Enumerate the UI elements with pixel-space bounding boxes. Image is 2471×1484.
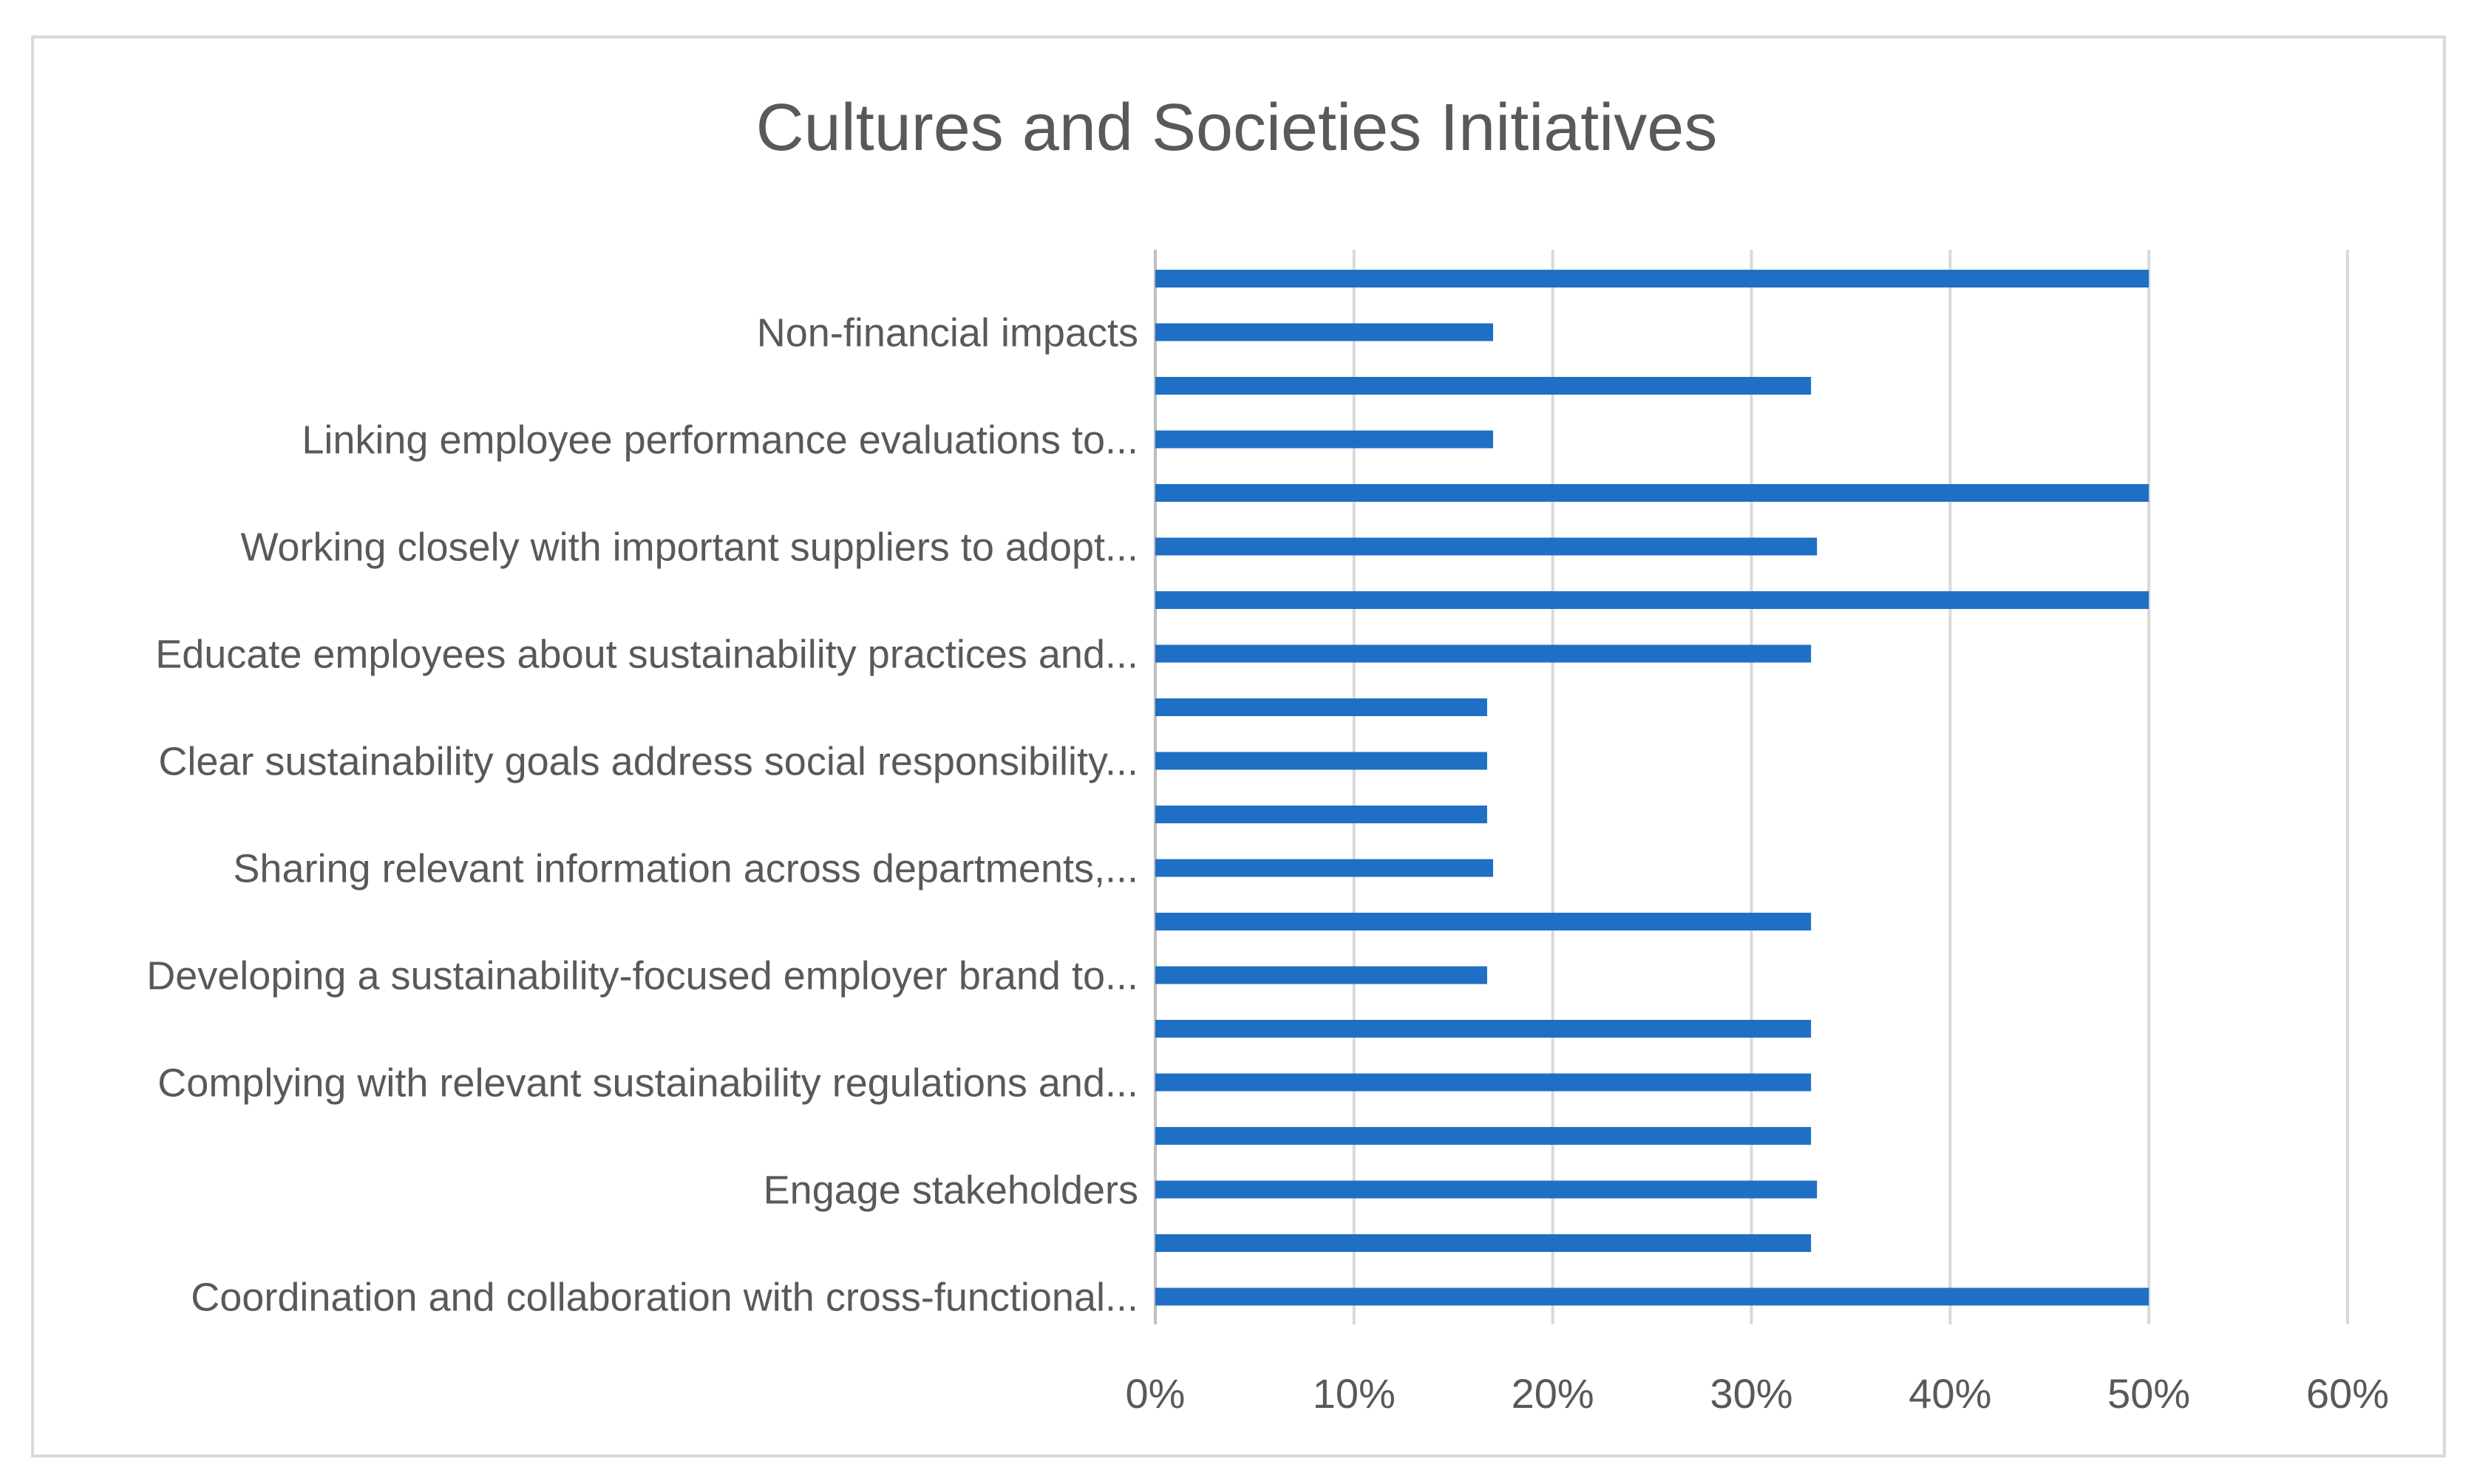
x-tick-labels: 0% 10% 20% 30% 40% 50% 60% bbox=[1126, 1370, 2390, 1417]
bar bbox=[1155, 377, 1812, 395]
bar bbox=[1155, 591, 2149, 609]
bar bbox=[1155, 1180, 1818, 1199]
bar bbox=[1155, 806, 1487, 823]
bar bbox=[1155, 913, 1812, 930]
x-tick-label: 0% bbox=[1126, 1370, 1186, 1417]
bar bbox=[1155, 698, 1487, 716]
category-label: Linking employee performance evaluations… bbox=[302, 418, 1138, 463]
chart-title: Cultures and Societies Initiatives bbox=[756, 91, 1718, 165]
bar bbox=[1155, 270, 2149, 287]
bar bbox=[1155, 537, 1818, 556]
bar bbox=[1155, 644, 1812, 663]
bar bbox=[1155, 859, 1494, 877]
bar bbox=[1155, 430, 1494, 449]
x-tick-label: 60% bbox=[2306, 1370, 2389, 1417]
category-label: Complying with relevant sustainability r… bbox=[157, 1061, 1138, 1106]
x-tick-label: 20% bbox=[1512, 1370, 1594, 1417]
gridlines bbox=[1154, 250, 2349, 1324]
bar bbox=[1155, 1127, 1812, 1145]
bar bbox=[1155, 1234, 1812, 1252]
category-labels: Non-financial impacts Linking employee pe… bbox=[146, 311, 1138, 1320]
x-tick-label: 50% bbox=[2107, 1370, 2190, 1417]
bar bbox=[1155, 1287, 2149, 1306]
x-tick-label: 40% bbox=[1909, 1370, 1991, 1417]
x-tick-label: 30% bbox=[1710, 1370, 1792, 1417]
category-label: Working closely with important suppliers… bbox=[240, 525, 1138, 570]
bars bbox=[1155, 270, 2149, 1306]
category-label: Clear sustainability goals address socia… bbox=[158, 740, 1138, 784]
bar bbox=[1155, 484, 2149, 502]
category-label: Educate employees about sustainability p… bbox=[155, 633, 1138, 677]
bar bbox=[1155, 752, 1487, 770]
bar bbox=[1155, 323, 1494, 341]
x-tick-label: 10% bbox=[1313, 1370, 1396, 1417]
bar bbox=[1155, 966, 1487, 984]
category-label: Engage stakeholders bbox=[764, 1168, 1138, 1213]
category-label: Sharing relevant information across depa… bbox=[233, 847, 1138, 891]
category-label: Developing a sustainability-focused empl… bbox=[146, 954, 1138, 998]
category-label: Non-financial impacts bbox=[757, 311, 1138, 355]
bar bbox=[1155, 1073, 1812, 1092]
bar bbox=[1155, 1020, 1812, 1038]
category-label: Coordination and collaboration with cros… bbox=[191, 1276, 1138, 1320]
